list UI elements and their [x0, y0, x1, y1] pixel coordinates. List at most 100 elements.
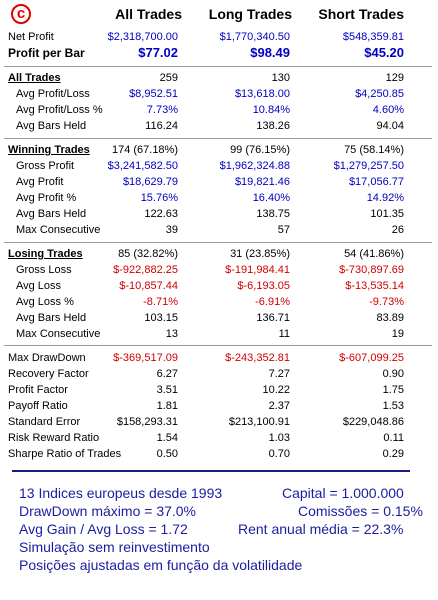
row-profit-factor: Profit Factor 3.51 10.22 1.75 [0, 382, 438, 398]
row-avg-profit-loss: Avg Profit/Loss $8,952.51 $13,618.00 $4,… [0, 86, 438, 102]
note-gain-loss: Avg Gain / Avg Loss = 1.72 [19, 521, 188, 537]
row-avg-profit-pct: Avg Profit % 15.76% 16.40% 14.92% [0, 190, 438, 206]
value-short: 4.60% [372, 104, 404, 116]
value-long: 138.75 [256, 208, 290, 220]
label: Gross Loss [16, 264, 72, 276]
value-short: 83.89 [376, 312, 404, 324]
value-long: 2.37 [268, 400, 290, 412]
value-all: $-10,857.44 [119, 280, 178, 292]
value-short: 0.29 [382, 448, 404, 460]
value-all: $2,318,700.00 [107, 31, 178, 43]
row-avg-loss: Avg Loss $-10,857.44 $-6,193.05 $-13,535… [0, 278, 438, 294]
value-long: 16.40% [252, 192, 290, 204]
row-avg-loss-pct: Avg Loss % -8.71% -6.91% -9.73% [0, 294, 438, 310]
count-long: 130 [271, 72, 290, 84]
row-all-trades: All Trades 259 130 129 [0, 70, 438, 86]
divider [4, 345, 432, 346]
label: Sharpe Ratio of Trades [8, 448, 122, 460]
value-long: $-191,984.41 [225, 264, 290, 276]
value-long: $1,962,324.88 [219, 160, 290, 172]
row-standard-error: Standard Error $158,293.31 $213,100.91 $… [0, 414, 438, 430]
value-all: $3,241,582.50 [107, 160, 178, 172]
label: Avg Loss % [16, 296, 74, 308]
label: Max DrawDown [8, 352, 86, 364]
note-max-drawdown: DrawDown máximo = 37.0% [19, 503, 197, 519]
value-all: $18,629.79 [122, 176, 178, 188]
note-commissions: Comissões = 0.15% [298, 503, 423, 519]
value-all: 1.54 [156, 432, 178, 444]
label: Gross Profit [16, 160, 75, 172]
value-all: $-922,882.25 [113, 264, 178, 276]
row-loss-avg-bars-held: Avg Bars Held 103.15 136.71 83.89 [0, 310, 438, 326]
value-long: $-6,193.05 [237, 280, 290, 292]
row-avg-profit-loss-pct: Avg Profit/Loss % 7.73% 10.84% 4.60% [0, 102, 438, 118]
count-long: 31 (23.85%) [230, 248, 290, 260]
value-all: $77.02 [138, 45, 178, 60]
value-long: 136.71 [256, 312, 290, 324]
label: Avg Profit/Loss [16, 88, 90, 100]
label: Avg Bars Held [16, 312, 87, 324]
count-short: 75 (58.14%) [344, 144, 404, 156]
label: Avg Profit/Loss % [16, 104, 103, 116]
label: Avg Bars Held [16, 208, 87, 220]
note-no-reinvestment: Simulação sem reinvestimento [19, 539, 210, 555]
value-short: $17,056.77 [348, 176, 404, 188]
label: Payoff Ratio [8, 400, 68, 412]
divider [4, 138, 432, 139]
row-loss-max-consecutive: Max Consecutive 13 11 19 [0, 326, 438, 342]
value-short: 94.04 [376, 120, 404, 132]
count-short: 54 (41.86%) [344, 248, 404, 260]
count-all: 85 (32.82%) [118, 248, 178, 260]
value-short: $-607,099.25 [339, 352, 404, 364]
value-all: 1.81 [156, 400, 178, 412]
divider [4, 66, 432, 67]
value-short: $229,048.86 [342, 416, 404, 428]
value-long: $-243,352.81 [225, 352, 290, 364]
divider [4, 242, 432, 243]
value-short: $-730,897.69 [339, 264, 404, 276]
value-all: -8.71% [143, 296, 178, 308]
section-title: Winning Trades [8, 144, 90, 156]
row-net-profit: Net Profit $2,318,700.00 $1,770,340.50 $… [0, 29, 438, 45]
row-risk-reward-ratio: Risk Reward Ratio 1.54 1.03 0.11 [0, 430, 438, 446]
value-all: 39 [165, 224, 178, 236]
value-all: 0.50 [156, 448, 178, 460]
value-long: 138.26 [256, 120, 290, 132]
value-long: $1,770,340.50 [219, 31, 290, 43]
label: Max Consecutive [16, 328, 101, 340]
value-short: $45.20 [364, 45, 404, 60]
header-short-trades: Short Trades [318, 6, 404, 22]
value-long: 10.22 [262, 384, 290, 396]
label: Recovery Factor [8, 368, 89, 380]
value-long: $19,821.46 [234, 176, 290, 188]
row-profit-per-bar: Profit per Bar $77.02 $98.49 $45.20 [0, 45, 438, 61]
value-short: 0.11 [383, 432, 404, 444]
value-all: 15.76% [140, 192, 178, 204]
value-long: $213,100.91 [228, 416, 290, 428]
label: Risk Reward Ratio [8, 432, 100, 444]
section-title: Losing Trades [8, 248, 83, 260]
value-long: 10.84% [252, 104, 290, 116]
value-short: -9.73% [369, 296, 404, 308]
label: Max Consecutive [16, 224, 101, 236]
row-recovery-factor: Recovery Factor 6.27 7.27 0.90 [0, 366, 438, 382]
row-winning-trades: Winning Trades 174 (67.18%) 99 (76.15%) … [0, 142, 438, 158]
value-short: 1.53 [382, 400, 404, 412]
value-short: 1.75 [382, 384, 404, 396]
value-long: 11 [278, 328, 290, 340]
value-long: -6.91% [255, 296, 290, 308]
value-all: $8,952.51 [129, 88, 178, 100]
value-all: 122.63 [144, 208, 178, 220]
copyright-logo-icon: c [11, 4, 31, 24]
row-win-max-consecutive: Max Consecutive 39 57 26 [0, 222, 438, 238]
label: Avg Loss [16, 280, 62, 292]
value-all: 3.51 [156, 384, 178, 396]
value-all: 13 [165, 328, 178, 340]
label: Avg Bars Held [16, 120, 87, 132]
row-gross-loss: Gross Loss $-922,882.25 $-191,984.41 $-7… [0, 262, 438, 278]
value-short: 0.90 [382, 368, 404, 380]
value-short: $-13,535.14 [345, 280, 404, 292]
note-indices: 13 Indices europeus desde 1993 [19, 485, 223, 501]
row-max-drawdown: Max DrawDown $-369,517.09 $-243,352.81 $… [0, 350, 438, 366]
value-all: 7.73% [146, 104, 178, 116]
